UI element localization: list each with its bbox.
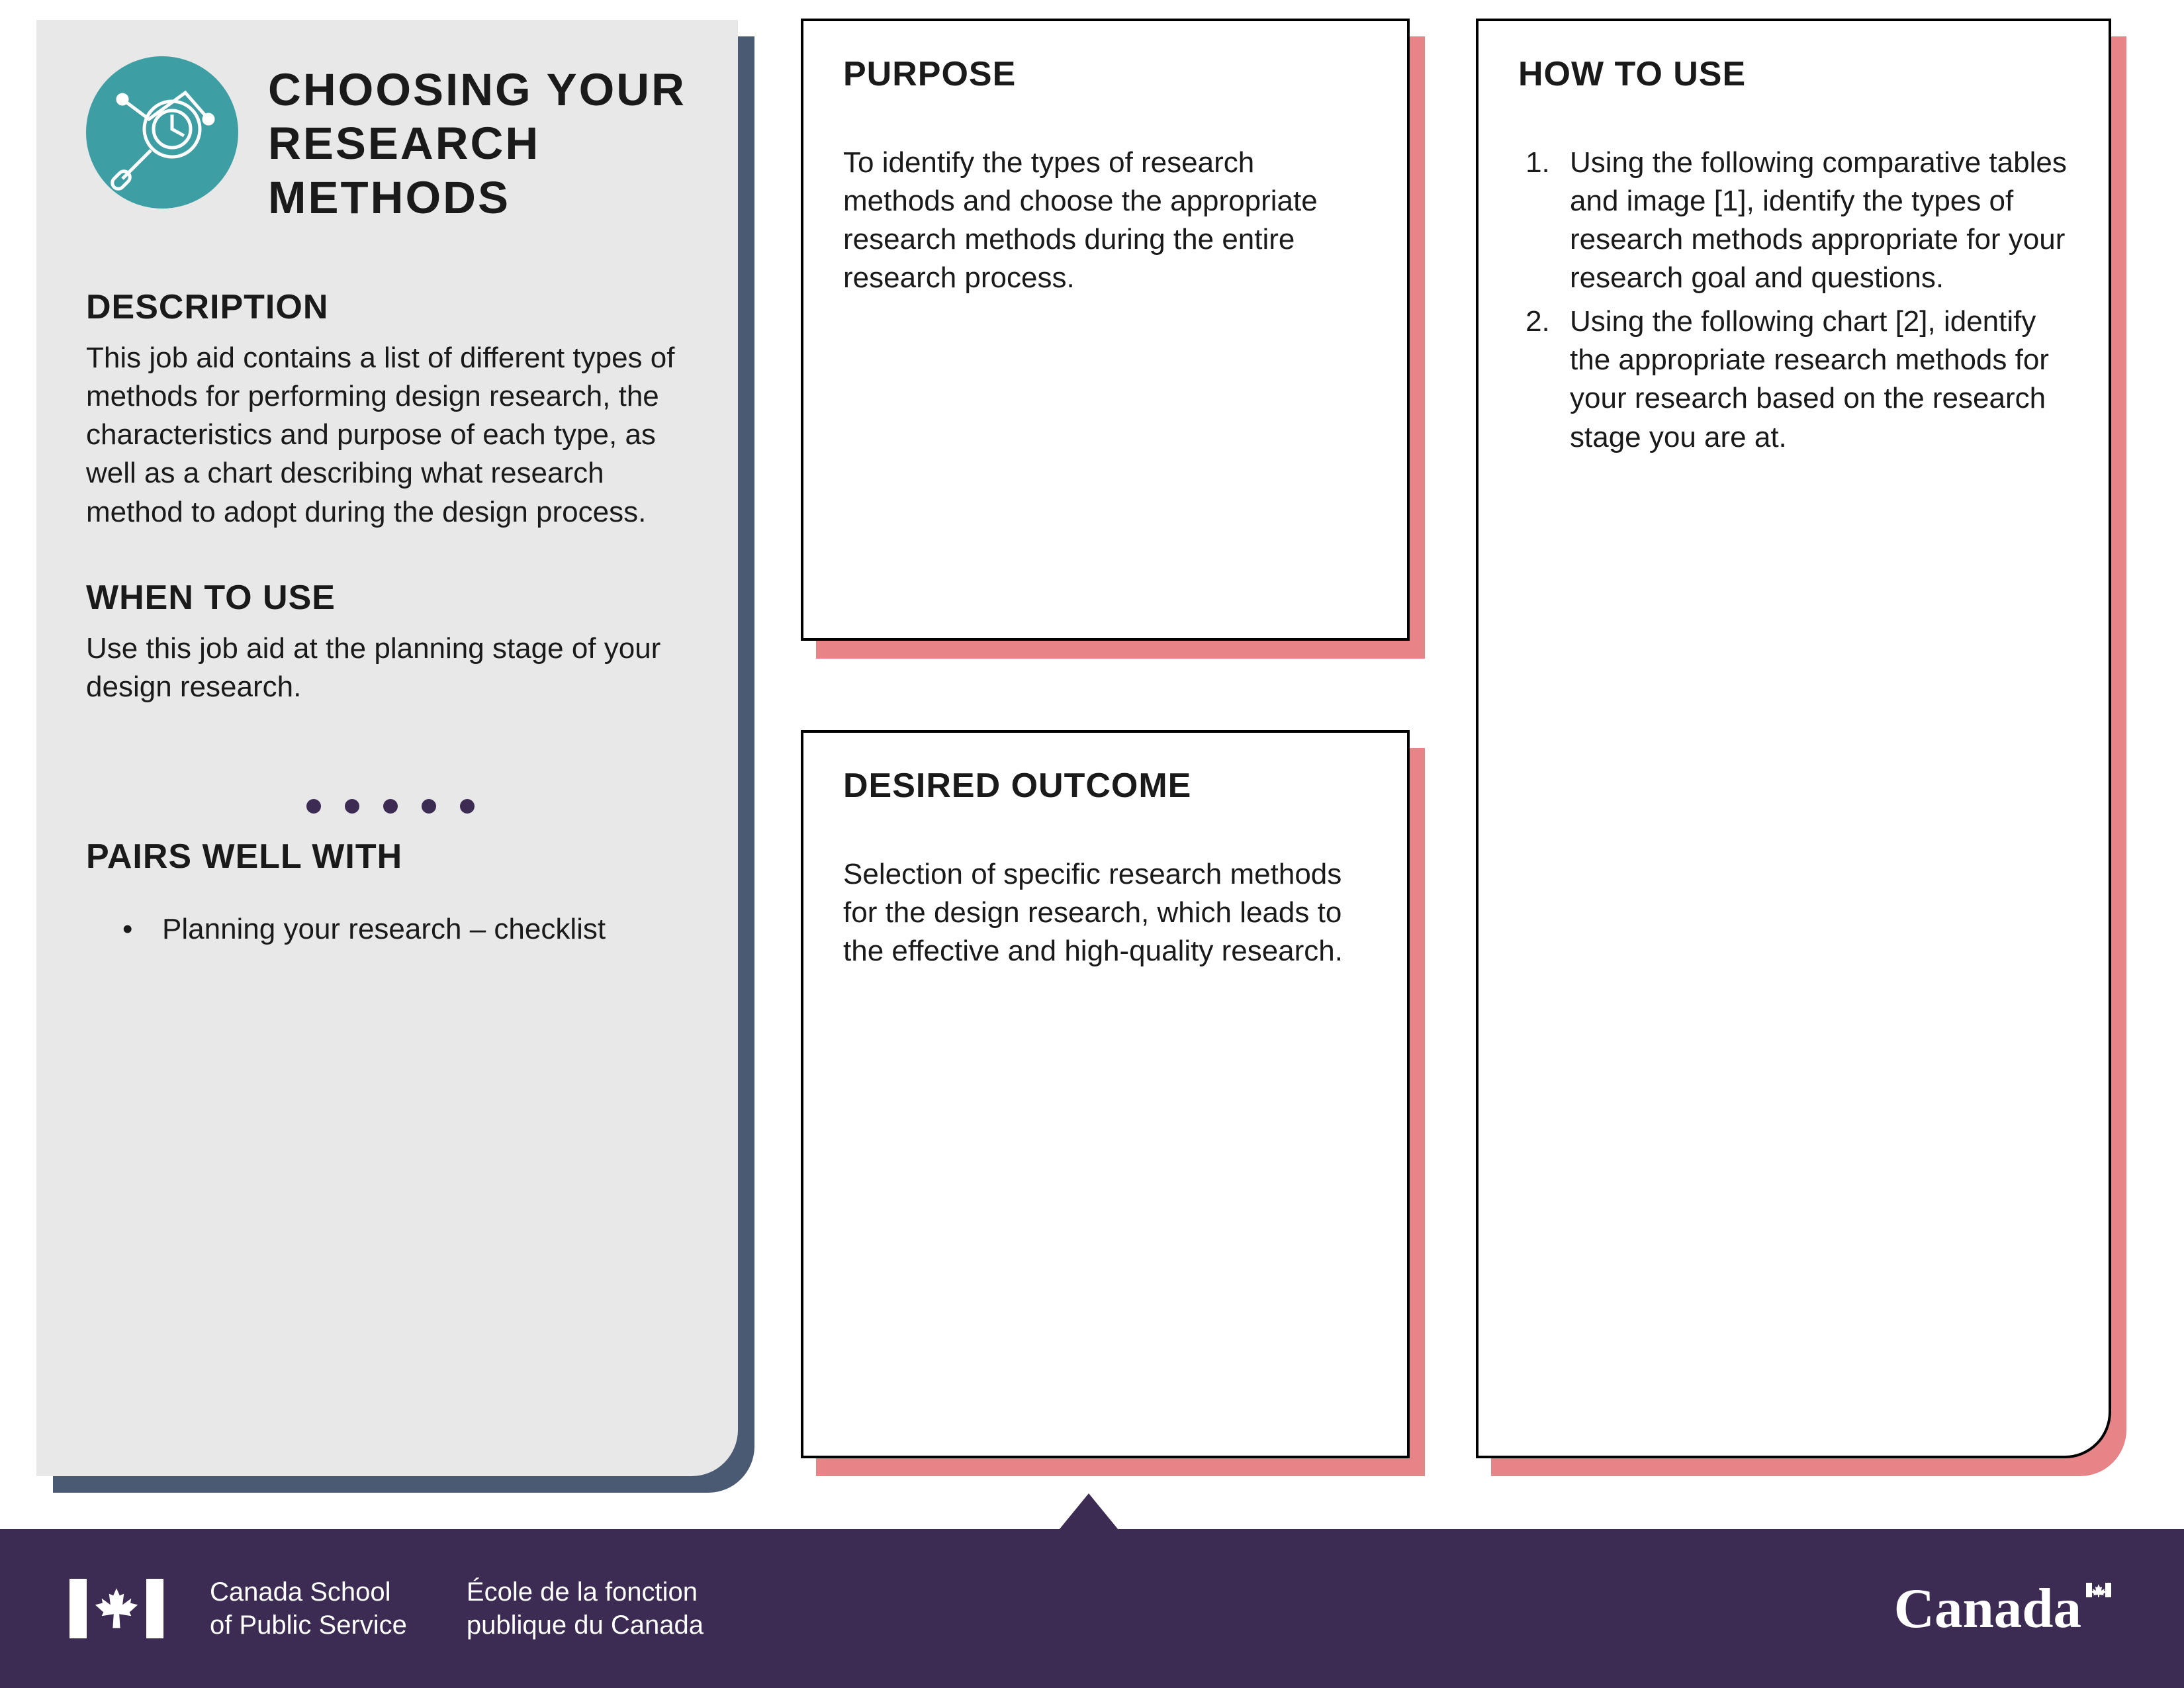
left-panel: CHOOSING YOUR RESEARCH METHODS DESCRIPTI… — [36, 20, 738, 1476]
research-methods-icon — [86, 56, 238, 209]
when-to-use-body: Use this job aid at the planning stage o… — [86, 630, 695, 706]
description-heading: DESCRIPTION — [86, 287, 695, 327]
list-item: Planning your research – checklist — [122, 913, 695, 946]
list-item: Using the following chart [2], iden­tify… — [1558, 303, 2072, 456]
howto-heading: HOW TO USE — [1518, 54, 2072, 94]
description-body: This job aid contains a list of differen… — [86, 339, 695, 531]
outcome-heading: DESIRED OUTCOME — [843, 766, 1371, 806]
footer: Canada School of Public Service École de… — [0, 1529, 2184, 1688]
school-names: Canada School of Public Service École de… — [210, 1575, 704, 1642]
pairs-well-with-heading: PAIRS WELL WITH — [86, 837, 695, 876]
school-name-en: Canada School of Public Service — [210, 1575, 407, 1642]
school-name-fr: École de la fonction publique du Canada — [467, 1575, 704, 1642]
list-item: Using the following comparative tables a… — [1558, 144, 2072, 297]
purpose-card: PURPOSE To identify the types of researc… — [801, 19, 1410, 641]
canada-flag-icon — [69, 1579, 163, 1638]
canada-flag-small-icon — [2086, 1583, 2111, 1597]
school-name-en-line1: Canada School — [210, 1577, 391, 1607]
outcome-body: Selection of specific research methods f… — [843, 855, 1371, 970]
page-root: CHOOSING YOUR RESEARCH METHODS DESCRIPTI… — [0, 0, 2184, 1688]
divider-dots — [86, 799, 695, 817]
page-title: CHOOSING YOUR RESEARCH METHODS — [268, 56, 695, 224]
canada-wordmark: Canada — [1894, 1576, 2111, 1641]
up-triangle-icon — [1059, 1493, 1118, 1530]
title-row: CHOOSING YOUR RESEARCH METHODS — [86, 56, 695, 224]
outcome-card: DESIRED OUTCOME Selection of specific re… — [801, 730, 1410, 1458]
purpose-heading: PURPOSE — [843, 54, 1371, 94]
canada-wordmark-text: Canada — [1894, 1577, 2081, 1640]
school-name-fr-line1: École de la fonction — [467, 1577, 698, 1607]
howto-list: Using the following comparative tables a… — [1518, 144, 2072, 457]
when-to-use-heading: WHEN TO USE — [86, 578, 695, 618]
purpose-body: To identify the types of research method… — [843, 144, 1371, 297]
school-name-en-line2: of Public Service — [210, 1611, 407, 1640]
pairs-well-with-list: Planning your research – checklist — [86, 913, 695, 946]
howto-card: HOW TO USE Using the following comparati… — [1476, 19, 2111, 1458]
school-name-fr-line2: publique du Canada — [467, 1611, 704, 1640]
